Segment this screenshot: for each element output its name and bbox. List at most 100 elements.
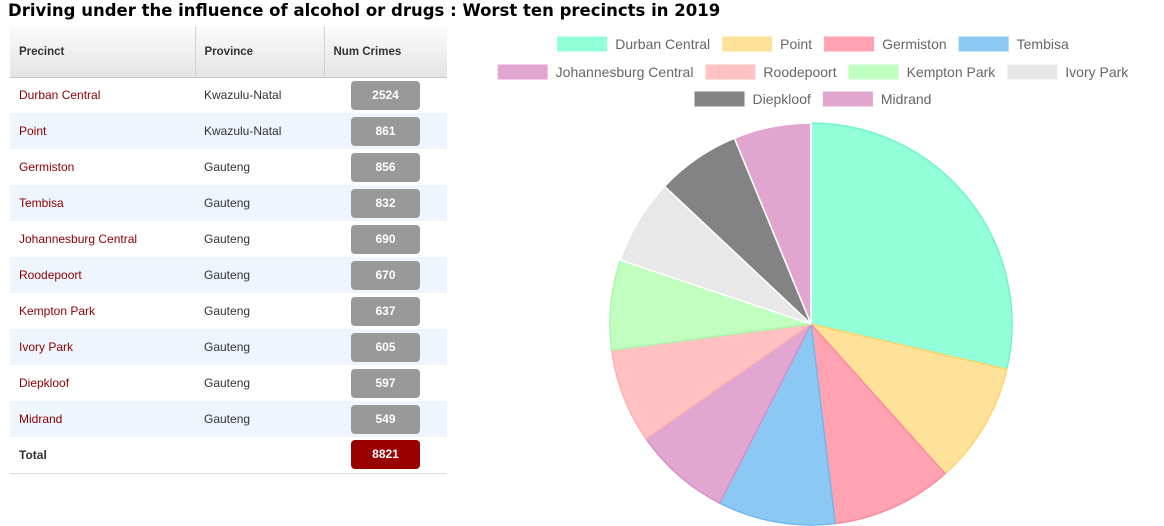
table-row: Germiston Gauteng 856 — [10, 149, 447, 185]
num-crimes-cell: 2524 — [324, 77, 447, 113]
legend-item[interactable]: Point — [722, 36, 812, 52]
pie-slice[interactable] — [610, 323, 812, 440]
precinct-cell[interactable]: Germiston — [19, 160, 75, 174]
legend-label: Point — [780, 36, 812, 52]
num-crimes-cell: 670 — [324, 257, 447, 293]
legend-label: Midrand — [881, 91, 932, 107]
province-cell: Kwazulu-Natal — [195, 113, 324, 149]
legend-swatch — [497, 64, 548, 80]
pie-slice[interactable] — [809, 321, 947, 525]
province-cell: Gauteng — [204, 376, 251, 390]
table-header-row: Precinct Province Num Crimes — [10, 27, 447, 78]
table-row: Kempton Park Gauteng 637 — [10, 293, 447, 329]
total-row: Total 8821 — [10, 437, 447, 474]
legend-label: Durban Central — [615, 36, 710, 52]
legend-item[interactable]: Durban Central — [557, 36, 710, 52]
legend-swatch — [848, 64, 899, 80]
pie-slice[interactable] — [644, 323, 812, 505]
precinct-cell[interactable]: Roodepoort — [10, 257, 195, 293]
legend-item[interactable]: Diepkloof — [694, 91, 811, 107]
precinct-cell[interactable]: Tembisa — [10, 185, 195, 221]
num-crimes-badge: 2524 — [351, 80, 420, 110]
num-crimes-badge: 637 — [351, 296, 420, 326]
legend-item[interactable]: Kempton Park — [848, 64, 997, 80]
num-crimes-cell: 637 — [324, 293, 447, 329]
precinct-cell[interactable]: Kempton Park — [19, 304, 96, 318]
legend-item[interactable]: Johannesburg Central — [497, 64, 694, 80]
table-row: Point Kwazulu-Natal 861 — [10, 113, 447, 149]
num-crimes-badge: 690 — [351, 224, 420, 254]
province-cell: Gauteng — [204, 160, 251, 174]
province-cell: Kwazulu-Natal — [204, 88, 282, 103]
num-crimes-badge: 856 — [351, 152, 420, 182]
precinct-cell[interactable]: Midrand — [10, 401, 195, 437]
column-header-province[interactable]: Province — [195, 27, 325, 78]
legend-item[interactable]: Tembisa — [958, 36, 1069, 52]
num-crimes-badge: 861 — [351, 116, 420, 146]
num-crimes-badge: 670 — [351, 260, 420, 290]
column-header-num-crimes[interactable]: Num Crimes — [324, 27, 447, 78]
precinct-cell[interactable]: Ivory Park — [10, 329, 195, 365]
table-row: Midrand Gauteng 549 — [10, 401, 447, 437]
table-row: Ivory Park Gauteng 605 — [10, 329, 447, 365]
legend-label: Diepkloof — [753, 91, 811, 107]
num-crimes-cell: 605 — [324, 329, 447, 365]
precinct-cell[interactable]: Diepkloof — [19, 376, 70, 390]
legend-swatch — [694, 91, 745, 107]
precinct-cell[interactable]: Johannesburg Central — [19, 232, 138, 246]
page-title: Driving under the influence of alcohol o… — [8, 1, 721, 20]
precinct-cell[interactable]: Point — [10, 113, 195, 149]
num-crimes-cell: 690 — [324, 221, 447, 257]
province-cell: Gauteng — [195, 185, 324, 221]
table-row: Diepkloof Gauteng 597 — [10, 365, 447, 401]
pie-slice[interactable] — [718, 321, 837, 526]
table-row: Durban Central Kwazulu-Natal 2524 — [10, 77, 447, 113]
legend-label: Ivory Park — [1065, 64, 1129, 80]
legend-item[interactable]: Ivory Park — [1007, 64, 1129, 80]
num-crimes-cell: 597 — [324, 365, 447, 401]
legend-item[interactable]: Germiston — [824, 36, 947, 52]
table-row: Roodepoort Gauteng 670 — [10, 257, 447, 293]
legend-label: Kempton Park — [907, 64, 997, 80]
num-crimes-badge: 549 — [351, 404, 420, 434]
province-cell: Gauteng — [195, 329, 324, 365]
legend-label: Johannesburg Central — [556, 64, 694, 80]
legend-swatch — [1007, 64, 1058, 80]
total-spacer — [195, 437, 324, 474]
legend-swatch — [705, 64, 756, 80]
legend-label: Germiston — [882, 36, 947, 52]
province-cell: Gauteng — [195, 257, 324, 293]
num-crimes-badge: 597 — [351, 368, 420, 398]
num-crimes-badge: 605 — [351, 332, 420, 362]
province-cell: Gauteng — [204, 232, 251, 246]
legend-swatch — [722, 36, 773, 52]
pie-slice[interactable] — [810, 122, 1013, 371]
total-cell: 8821 — [324, 437, 447, 474]
column-header-precinct[interactable]: Precinct — [10, 27, 196, 78]
province-cell: Gauteng — [195, 401, 324, 437]
legend-swatch — [824, 36, 875, 52]
total-label: Total — [10, 437, 195, 474]
province-cell: Gauteng — [204, 304, 251, 318]
legend-swatch — [958, 36, 1009, 52]
num-crimes-cell: 856 — [324, 149, 447, 185]
pie-slice[interactable] — [733, 122, 812, 325]
legend-item[interactable]: Roodepoort — [705, 64, 837, 80]
legend-label: Tembisa — [1017, 36, 1069, 52]
total-badge: 8821 — [351, 440, 420, 470]
legend-swatch — [557, 36, 608, 52]
num-crimes-cell: 861 — [324, 113, 447, 149]
num-crimes-badge: 832 — [351, 188, 420, 218]
precinct-cell[interactable]: Durban Central — [19, 88, 101, 103]
legend-item[interactable]: Midrand — [822, 91, 932, 107]
table-row: Tembisa Gauteng 832 — [10, 185, 447, 221]
chart-legend: Durban Central Point Germiston Tembisa Johan… — [497, 36, 1129, 107]
legend-label: Roodepoort — [763, 64, 836, 80]
pie-slice[interactable] — [808, 322, 1008, 475]
pie-chart: Durban Central Point Germiston Tembisa Johan… — [497, 36, 1129, 526]
num-crimes-cell: 549 — [324, 401, 447, 437]
crimes-table: Precinct Province Num Crimes Durban Cent… — [10, 27, 447, 474]
num-crimes-cell: 832 — [324, 185, 447, 221]
table-row: Johannesburg Central Gauteng 690 — [10, 221, 447, 257]
legend-swatch — [822, 91, 873, 107]
